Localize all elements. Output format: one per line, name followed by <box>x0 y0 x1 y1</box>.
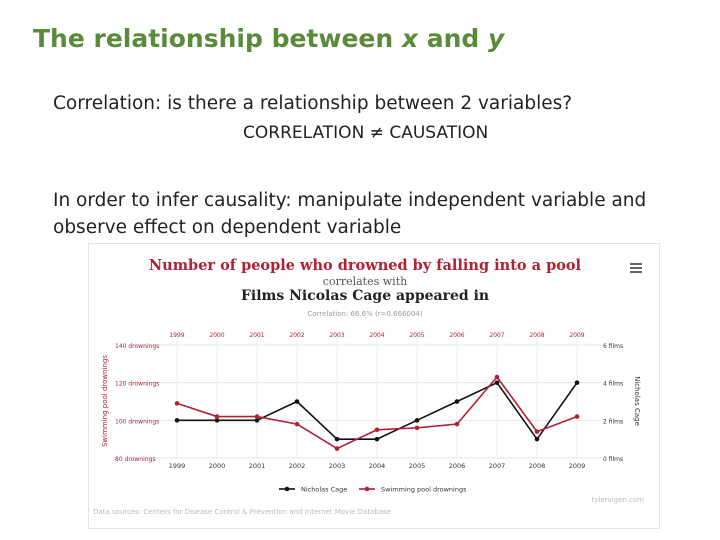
chart-title: Number of people who drowned by falling … <box>149 257 582 274</box>
data-point <box>374 427 380 433</box>
paragraph-causality: In order to infer causality: manipulate … <box>53 187 646 241</box>
data-point <box>374 436 380 442</box>
right-tick-label: 0 films <box>603 456 623 463</box>
data-point <box>574 414 580 419</box>
data-point <box>574 380 580 385</box>
data-point <box>174 401 180 406</box>
bottom-x-label: 2007 <box>489 462 506 470</box>
right-axis-title: Nicholas Cage <box>633 376 641 426</box>
left-tick-label: 120 drownings <box>115 381 159 388</box>
chart-svg: Number of people who drowned by falling … <box>93 257 645 516</box>
bottom-x-label: 2006 <box>449 462 466 470</box>
title-main: The relationship between <box>33 24 402 53</box>
title-and: and <box>418 24 489 53</box>
slide-title: The relationship between x and y <box>33 24 504 53</box>
data-point <box>254 414 260 419</box>
left-tick-label: 140 drownings <box>115 343 159 350</box>
top-x-label: 2001 <box>249 332 264 339</box>
paragraph-causality-line2: observe effect on dependent variable <box>53 217 402 238</box>
data-point <box>454 399 460 404</box>
data-point <box>414 425 420 431</box>
data-point <box>454 421 460 427</box>
data-point <box>534 436 540 442</box>
chart-subtitle-correlates: correlates with <box>323 275 407 288</box>
bottom-x-label: 2005 <box>409 462 426 470</box>
data-point <box>414 418 420 423</box>
chart-correlation-note: Correlation: 66.6% (r=0.666004) <box>307 310 423 318</box>
right-tick-label: 2 films <box>603 418 623 425</box>
paragraph-correlation: Correlation: is there a relationship bet… <box>53 93 573 114</box>
paragraph-causality-line1: In order to infer causality: manipulate … <box>53 190 647 211</box>
legend-swatch-dot <box>364 486 370 492</box>
top-x-label: 2000 <box>209 332 224 339</box>
legend-swatch-dot <box>284 486 290 492</box>
right-tick-label: 6 films <box>603 343 623 350</box>
left-tick-label: 80 drownings <box>115 456 155 463</box>
chart-source: Data sources: Centers for Disease Contro… <box>93 508 391 516</box>
bottom-x-label: 2008 <box>529 462 546 470</box>
top-x-label: 2003 <box>329 332 344 339</box>
bottom-x-label: 2002 <box>289 462 306 470</box>
left-axis-title: Swimming pool drownings <box>101 355 109 447</box>
legend-label: Nicholas Cage <box>301 486 347 494</box>
top-x-label: 2004 <box>369 332 384 339</box>
data-point <box>334 436 340 442</box>
chart-menu-icon[interactable] <box>630 263 642 273</box>
left-tick-label: 100 drownings <box>115 418 159 425</box>
top-x-label: 2005 <box>409 332 424 339</box>
data-point <box>334 446 340 451</box>
bottom-x-label: 2009 <box>569 462 586 470</box>
chart-subtitle-films: Films Nicolas Cage appeared in <box>241 288 489 304</box>
data-point <box>174 418 180 423</box>
top-x-label: 2006 <box>449 332 464 339</box>
data-point <box>494 380 500 385</box>
bottom-x-label: 2003 <box>329 462 346 470</box>
top-x-label: 2008 <box>529 332 544 339</box>
top-x-label: 2007 <box>489 332 504 339</box>
chart-credit: tylervigen.com <box>592 496 645 504</box>
legend-label: Swimming pool drownings <box>381 486 467 494</box>
top-x-label: 2002 <box>289 332 304 339</box>
data-point <box>214 414 220 419</box>
top-x-label: 1999 <box>169 332 184 339</box>
data-point <box>294 421 300 427</box>
bottom-x-label: 2001 <box>249 462 266 470</box>
data-point <box>534 429 540 434</box>
paragraph-not-causation: CORRELATION ≠ CAUSATION <box>243 123 489 143</box>
bottom-x-label: 1999 <box>169 462 186 470</box>
right-tick-label: 4 films <box>603 381 623 388</box>
top-x-label: 2009 <box>569 332 584 339</box>
bottom-x-label: 2000 <box>209 462 226 470</box>
title-x: x <box>401 24 419 53</box>
data-point <box>494 374 500 380</box>
data-point <box>294 399 300 404</box>
data-point <box>214 418 220 423</box>
bottom-x-label: 2004 <box>369 462 386 470</box>
spurious-correlation-chart: Number of people who drowned by falling … <box>88 243 660 529</box>
data-point <box>254 418 260 423</box>
plot-layer: 140 drownings 120 drownings 100 drownings 8… <box>101 330 641 494</box>
title-y: y <box>488 24 505 53</box>
